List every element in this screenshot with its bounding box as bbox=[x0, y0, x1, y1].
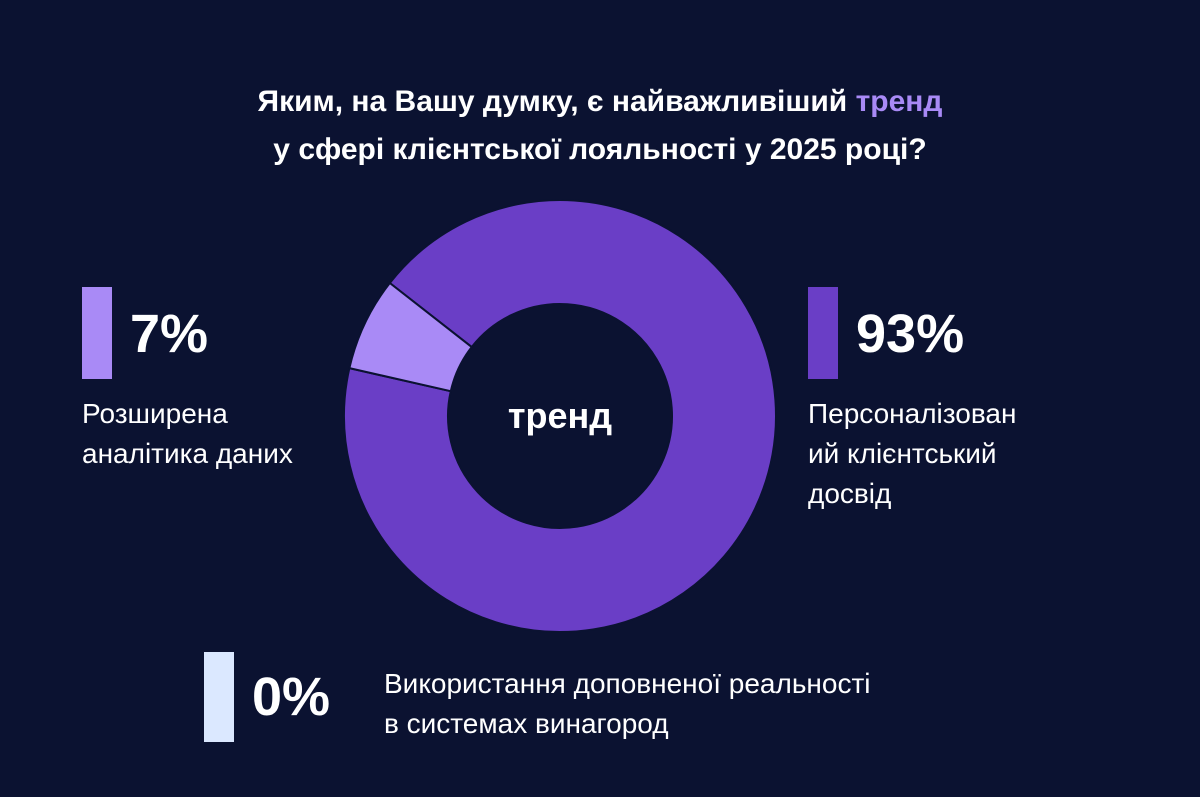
title-line-1-text: Яким, на Вашу думку, є найважливіший bbox=[257, 85, 856, 118]
title-line-1: Яким, на Вашу думку, є найважливіший тре… bbox=[0, 78, 1200, 126]
donut-slice-personalized bbox=[343, 199, 777, 633]
chart-title: Яким, на Вашу думку, є найважливіший тре… bbox=[0, 78, 1200, 174]
legend-label-analytics-line-2: аналітика даних bbox=[82, 438, 293, 469]
legend-label-ar-line-2: в системах винагород bbox=[384, 708, 669, 739]
title-line-2: у сфері клієнтської лояльності у 2025 ро… bbox=[273, 133, 927, 166]
legend-label-ar: Використання доповненої реальності в сис… bbox=[384, 664, 871, 744]
legend-label-personalized-line-3: досвід bbox=[808, 478, 892, 509]
legend-swatch-analytics bbox=[82, 287, 112, 379]
legend-value-personalized: 93% bbox=[856, 304, 965, 364]
legend-label-analytics: Розширена аналітика даних bbox=[82, 394, 293, 474]
donut-center-label: тренд bbox=[507, 395, 613, 436]
legend-swatch-ar bbox=[204, 652, 234, 742]
legend-swatch-personalized bbox=[808, 287, 838, 379]
legend-label-personalized-line-2: ий клієнтський bbox=[808, 438, 997, 469]
legend-label-personalized-line-1: Персоналізован bbox=[808, 398, 1017, 429]
legend-label-ar-line-1: Використання доповненої реальності bbox=[384, 668, 871, 699]
legend-label-analytics-line-1: Розширена bbox=[82, 398, 228, 429]
legend-value-analytics: 7% bbox=[130, 304, 209, 364]
donut-chart bbox=[343, 199, 777, 633]
legend-value-ar: 0% bbox=[252, 667, 331, 727]
legend-label-personalized: Персоналізован ий клієнтський досвід bbox=[808, 394, 1016, 514]
title-accent-word: тренд bbox=[855, 85, 943, 118]
donut-slice-analytics bbox=[348, 281, 474, 393]
